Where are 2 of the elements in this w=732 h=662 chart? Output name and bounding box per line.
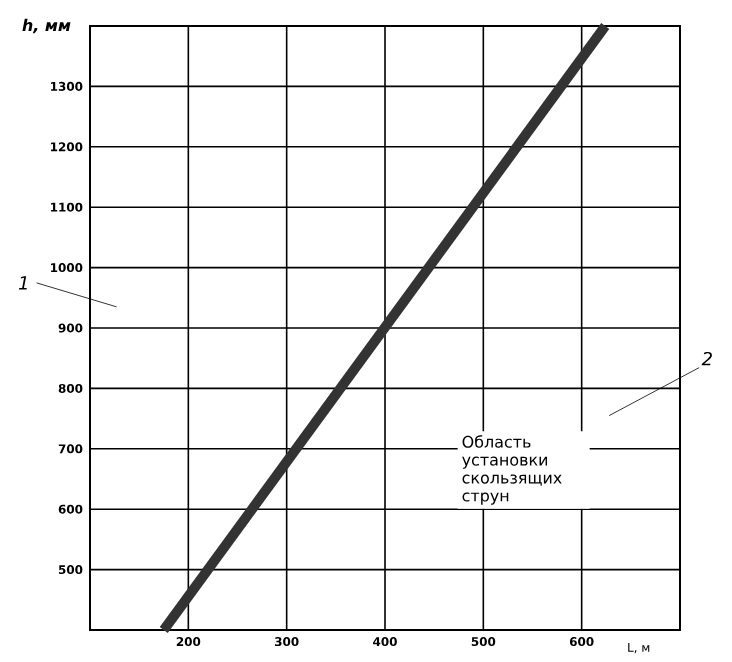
text: 2 [701, 351, 712, 366]
text: 1 [18, 276, 27, 290]
